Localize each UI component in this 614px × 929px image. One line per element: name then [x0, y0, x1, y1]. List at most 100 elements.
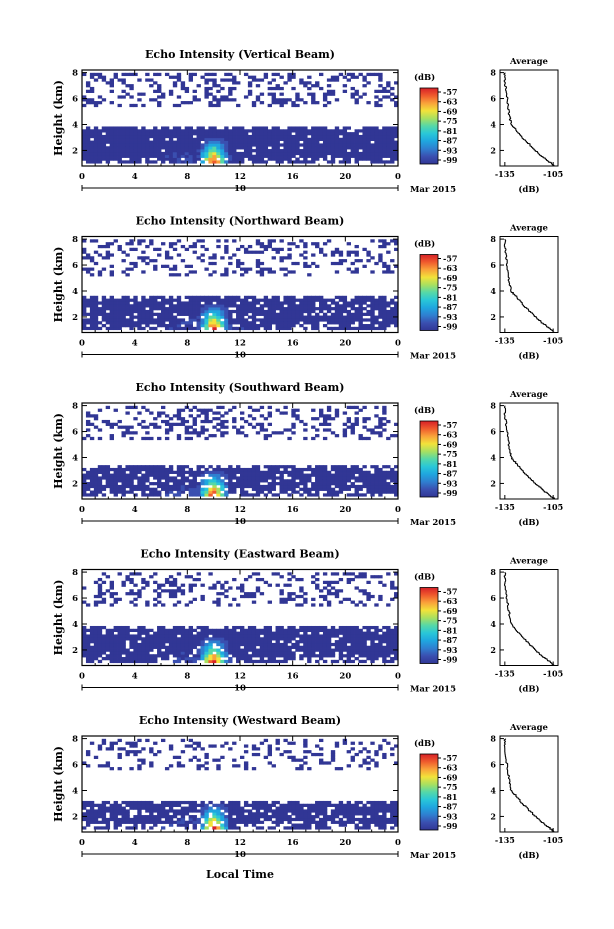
heatmap-cell [172, 648, 178, 652]
heatmap-cell [303, 261, 308, 266]
heatmap-cell [271, 657, 276, 661]
heatmap-cell [386, 270, 391, 274]
heatmap-cell [386, 89, 391, 93]
heatmap-cell [275, 493, 280, 497]
heatmap-cell [370, 312, 375, 316]
heatmap-cell [117, 806, 122, 810]
heatmap-cell [232, 140, 237, 144]
heatmap-cell [378, 431, 383, 435]
heatmap-cell [263, 301, 269, 305]
heatmap-cell [82, 761, 87, 765]
heatmap-cell [200, 154, 205, 158]
heatmap-cell [145, 318, 150, 322]
heatmap-cell [382, 476, 387, 480]
heatmap-cell [109, 137, 114, 141]
heatmap-cell [129, 817, 134, 822]
heatmap-cell [382, 264, 387, 268]
heatmap-cell [101, 634, 107, 638]
heatmap-cell [394, 654, 399, 658]
heatmap-cell [164, 307, 170, 311]
heatmap-cell [97, 312, 103, 316]
heatmap-cell [394, 264, 399, 268]
heatmap-cell [370, 146, 375, 150]
heatmap-cell [184, 487, 190, 491]
heatmap-cell [145, 137, 150, 141]
heatmap-cell [204, 493, 209, 497]
heatmap-cell [145, 817, 150, 822]
heatmap-cell [89, 422, 95, 426]
heatmap-cell [275, 72, 280, 77]
heatmap-cell [184, 628, 190, 633]
heatmap-cell [204, 411, 209, 415]
heatmap-cell [141, 637, 146, 641]
heatmap-cell [224, 645, 229, 649]
average-x-tick-label: -135 [495, 336, 515, 346]
heatmap-cell [121, 146, 126, 150]
heatmap-cell [145, 129, 150, 133]
heatmap-cell [350, 645, 355, 649]
heatmap-cell [208, 154, 213, 158]
heatmap-cell [216, 160, 221, 164]
heatmap-cell [386, 309, 391, 314]
heatmap-cell [378, 98, 383, 102]
heatmap-cell [330, 467, 336, 472]
heatmap-cell [145, 634, 150, 638]
heatmap-cell [212, 628, 217, 633]
heatmap-cell [192, 307, 197, 311]
heatmap-cell [109, 659, 114, 664]
heatmap-cell [228, 72, 233, 77]
heatmap-cell [216, 411, 221, 415]
heatmap-cell [350, 140, 355, 144]
heatmap-cell [141, 803, 146, 807]
heatmap-cell [93, 326, 99, 331]
heatmap-cell [105, 242, 111, 246]
heatmap-cell [366, 645, 371, 649]
heatmap-cell [299, 137, 304, 141]
heatmap-cell [176, 493, 182, 497]
heatmap-cell [168, 487, 174, 491]
heatmap-cell [299, 586, 304, 590]
heatmap-cell [267, 405, 272, 410]
heatmap-cell [184, 264, 190, 268]
heatmap-cell [220, 583, 225, 587]
heatmap-cell [149, 154, 154, 158]
heatmap-cell [176, 411, 182, 415]
heatmap-cell [279, 307, 284, 311]
heatmap-cell [125, 304, 130, 308]
heatmap-cell [319, 645, 324, 649]
heatmap-cell [354, 651, 359, 655]
heatmap-cell [208, 659, 213, 664]
heatmap-cell [141, 295, 146, 300]
heatmap-cell [220, 309, 225, 314]
heatmap-cell [101, 473, 107, 477]
heatmap-cell [121, 580, 126, 585]
heatmap-cell [85, 648, 91, 652]
heatmap-cell [133, 295, 138, 300]
heatmap-cell [109, 487, 114, 491]
heatmap-cell [326, 428, 332, 432]
heatmap-cell [394, 321, 399, 325]
heatmap-cell [220, 324, 225, 328]
colorbar-tick-label: -75 [443, 116, 457, 126]
heatmap-cell [101, 470, 107, 474]
average-x-tick-label: -105 [543, 502, 563, 512]
heatmap-cell [378, 134, 383, 139]
heatmap-cell [196, 431, 201, 435]
heatmap-cell [145, 244, 150, 249]
heatmap-cell [307, 642, 312, 647]
heatmap-cell [338, 154, 344, 158]
heatmap-cell [390, 154, 395, 158]
colorbar-tick-label: -75 [443, 449, 457, 459]
heatmap-cell [204, 428, 209, 432]
heatmap-cell [394, 101, 399, 105]
heatmap-cell [157, 654, 162, 658]
heatmap-cell [394, 479, 399, 483]
heatmap-cell [303, 304, 308, 308]
heatmap-cell [322, 487, 328, 491]
heatmap-cell [184, 157, 190, 161]
heatmap-cell [303, 256, 308, 260]
heatmap-cell [149, 648, 154, 652]
heatmap-cell [137, 476, 142, 480]
heatmap-cell [279, 431, 284, 435]
heatmap-cell [216, 146, 221, 150]
